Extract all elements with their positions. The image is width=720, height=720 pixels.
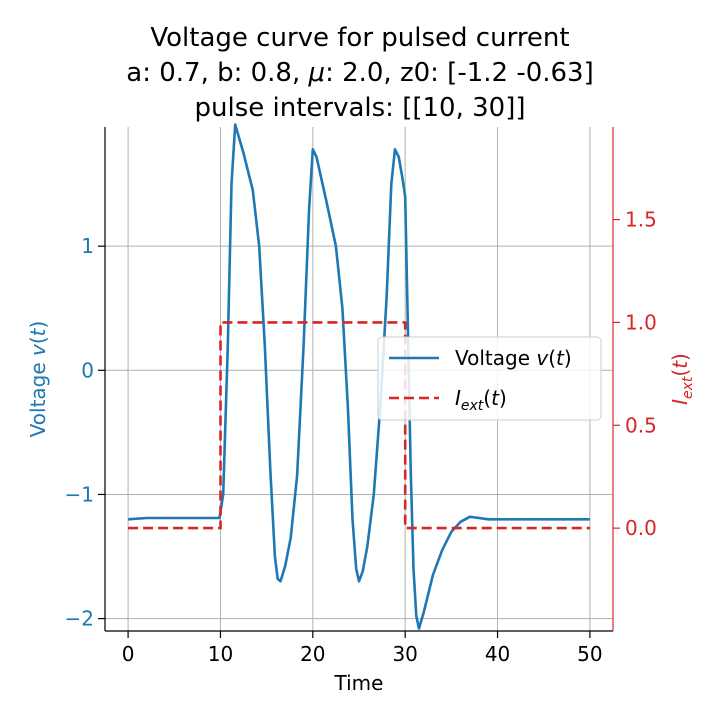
y-right-tick-label: 0.0 [625,516,657,540]
iext-sub: ext [461,398,484,414]
title-line-2: a: 0.7, b: 0.8, μ: 2.0, z0: [-1.2 -0.63] [126,58,593,88]
y-left-axis-ticks: −2 −1 0 1 [65,234,105,631]
iext-arg: t [668,360,692,369]
y-left-tick-label: −2 [65,607,94,631]
ylabel-var: v [26,343,50,356]
y-left-tick-label: 0 [81,358,94,382]
iext-base: I [455,386,461,410]
x-tick-label: 40 [485,642,510,666]
axis-labels: Time Voltage v(t) Iext(t) [26,321,696,695]
x-tick-label: 50 [577,642,602,666]
iext-arg: t [491,386,500,410]
x-axis-label: Time [334,671,384,695]
y-left-tick-label: −1 [65,482,94,506]
iext-paren-open: ( [668,369,692,377]
title-line-3: pulse intervals: [[10, 30]] [195,93,526,123]
legend-voltage-label: Voltage v(t) [455,346,572,370]
voltage-line [128,123,590,630]
iext-paren-open: ( [483,386,491,410]
legend-var: v [536,346,549,370]
chart-title: Voltage curve for pulsed current a: 0.7, … [126,23,593,123]
legend-arg: t [556,346,565,370]
iext-base: I [668,399,692,405]
ylabel-arg: t [26,327,50,336]
x-tick-label: 20 [300,642,325,666]
x-axis-ticks: 0 10 20 30 40 50 [122,631,603,666]
title-mu: μ [308,58,326,88]
x-tick-label: 10 [208,642,233,666]
y-left-axis-label: Voltage v(t) [26,321,50,438]
iext-sub: ext [680,376,696,399]
y-left-tick-label: 1 [81,234,94,258]
y-right-tick-label: 0.5 [625,413,657,437]
y-right-tick-label: 1.0 [625,310,657,334]
x-tick-label: 0 [122,642,135,666]
series [128,123,590,630]
legend: Voltage v(t)Iext(t) [377,336,602,421]
y-right-axis-ticks: 0.0 0.5 1.0 1.5 [613,208,657,540]
x-tick-label: 30 [392,642,417,666]
y-right-tick-label: 1.5 [625,208,657,232]
axes [104,127,614,632]
current-line [128,321,590,530]
title-line-1: Voltage curve for pulsed current [150,23,569,53]
y-right-axis-label: Iext(t) [668,353,696,405]
